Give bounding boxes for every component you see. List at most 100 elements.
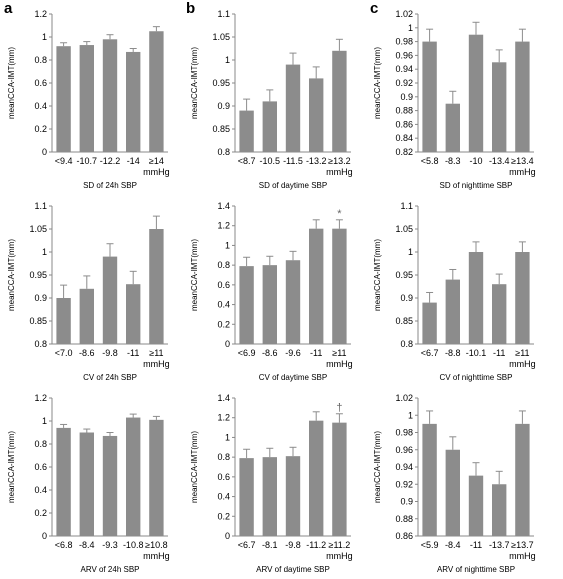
x-tick-label: -8.8 [445, 348, 461, 358]
bar [285, 456, 301, 536]
y-tick-label: 0.88 [395, 514, 413, 524]
y-axis-label: meanCCA-IMT(mm) [7, 47, 16, 119]
y-tick-label: 0.8 [217, 452, 230, 462]
y-tick-label: 1.05 [395, 224, 413, 234]
y-tick-label: 0.8 [400, 339, 413, 349]
y-axis-label: meanCCA-IMT(mm) [190, 431, 199, 503]
y-tick-label: 1.02 [395, 393, 413, 403]
y-tick-label: 0.86 [395, 119, 413, 129]
bar [239, 110, 254, 152]
y-tick-label: 1.2 [217, 221, 230, 231]
x-tick-label: ≥13.2 [328, 156, 350, 166]
y-tick-label: 0.92 [395, 78, 413, 88]
y-tick-label: 0.92 [395, 479, 413, 489]
y-tick-label: 1.2 [217, 413, 230, 423]
y-tick-label: 0.9 [34, 293, 47, 303]
x-tick-label: <6.9 [238, 348, 256, 358]
bar [515, 252, 530, 344]
y-tick-label: 0.96 [395, 445, 413, 455]
x-tick-label: ≥14 [149, 156, 164, 166]
x-axis-label: ARV of nighttime SBP [437, 565, 515, 574]
bar [102, 256, 118, 344]
bar [309, 228, 324, 344]
bar [102, 435, 118, 536]
x-axis-label: ARV of 24h SBP [81, 565, 140, 574]
bar [468, 475, 484, 536]
bar [102, 39, 118, 152]
y-tick-label: 1 [408, 23, 413, 33]
x-tick-label: -9.3 [102, 540, 118, 550]
y-tick-label: 1.02 [395, 9, 413, 19]
bar [262, 457, 277, 536]
y-tick-label: 0.8 [217, 260, 230, 270]
bar [126, 51, 141, 153]
x-tick-label: -10.1 [466, 348, 487, 358]
y-axis-label: meanCCA-IMT(mm) [373, 47, 382, 119]
y-tick-label: 1 [408, 247, 413, 257]
x-tick-label: -11.2 [306, 540, 326, 550]
y-tick-label: 0.95 [212, 78, 230, 88]
bar [309, 420, 324, 536]
y-tick-label: 0.8 [34, 439, 47, 449]
bar [445, 279, 460, 344]
chart-2: 0.8 0.85 0.9 0.95 1 1.05 1.1 meanCCA-IMT(mm) <8.… [190, 9, 353, 190]
bar [332, 50, 347, 152]
y-tick-label: 0.4 [217, 492, 230, 502]
y-tick-label: 0.4 [34, 485, 47, 495]
bar [56, 298, 71, 344]
bar [56, 46, 71, 153]
x-axis-label: CV of nighttime SBP [440, 373, 513, 382]
y-tick-label: 1.2 [34, 9, 47, 19]
x-tick-label: <8.7 [238, 156, 256, 166]
x-tick-label: -11 [493, 348, 505, 358]
panel-letter-b: b [186, 0, 196, 17]
y-tick-label: 1 [42, 416, 47, 426]
y-tick-label: 0.4 [34, 101, 47, 111]
y-axis-label: meanCCA-IMT(mm) [373, 431, 382, 503]
y-tick-label: 0.2 [217, 319, 230, 329]
y-tick-label: 1.4 [217, 393, 230, 403]
y-tick-label: 0.94 [395, 64, 413, 74]
x-tick-label: -9.8 [102, 348, 118, 358]
significance-marker: † [336, 402, 342, 414]
x-tick-label: -10.8 [123, 540, 144, 550]
x-tick-label: ≥13.7 [511, 540, 533, 550]
x-tick-label: -8.1 [262, 540, 278, 550]
panel-letter-c: c [370, 0, 379, 17]
x-tick-label: -11 [127, 348, 139, 358]
bar [239, 458, 254, 536]
x-tick-label: -13.2 [306, 156, 327, 166]
y-tick-label: 0.94 [395, 462, 413, 472]
bar [56, 427, 71, 536]
bar [79, 45, 94, 152]
bar [445, 103, 460, 152]
bar [422, 423, 437, 536]
y-tick-label: 1 [225, 432, 230, 442]
bar [262, 101, 277, 152]
x-tick-label: ≥11 [515, 348, 529, 358]
chart-6: 0.8 0.85 0.9 0.95 1 1.05 1.1 meanCCA-IMT(mm) <6.… [373, 201, 536, 382]
y-tick-label: 0.98 [395, 428, 413, 438]
y-tick-label: 0.95 [395, 270, 413, 280]
x-tick-label: -10.5 [260, 156, 281, 166]
y-tick-label: 1.2 [34, 393, 47, 403]
y-tick-label: 1.05 [29, 224, 47, 234]
bar [149, 31, 164, 152]
bar [309, 78, 324, 152]
y-tick-label: 0.9 [400, 293, 413, 303]
y-tick-label: 0.86 [395, 531, 413, 541]
y-tick-label: 0.6 [217, 280, 230, 290]
bar [149, 229, 164, 344]
bar [492, 284, 507, 344]
x-axis-label: SD of nighttime SBP [440, 181, 513, 190]
y-axis-label: meanCCA-IMT(mm) [7, 239, 16, 311]
x-tick-label: -10 [469, 156, 482, 166]
x-tick-label: -8.6 [79, 348, 95, 358]
y-tick-label: 1.4 [217, 201, 230, 211]
bar [492, 484, 507, 536]
x-tick-label: -8.6 [262, 348, 278, 358]
bar [79, 432, 94, 536]
x-axis-label: CV of daytime SBP [259, 373, 327, 382]
